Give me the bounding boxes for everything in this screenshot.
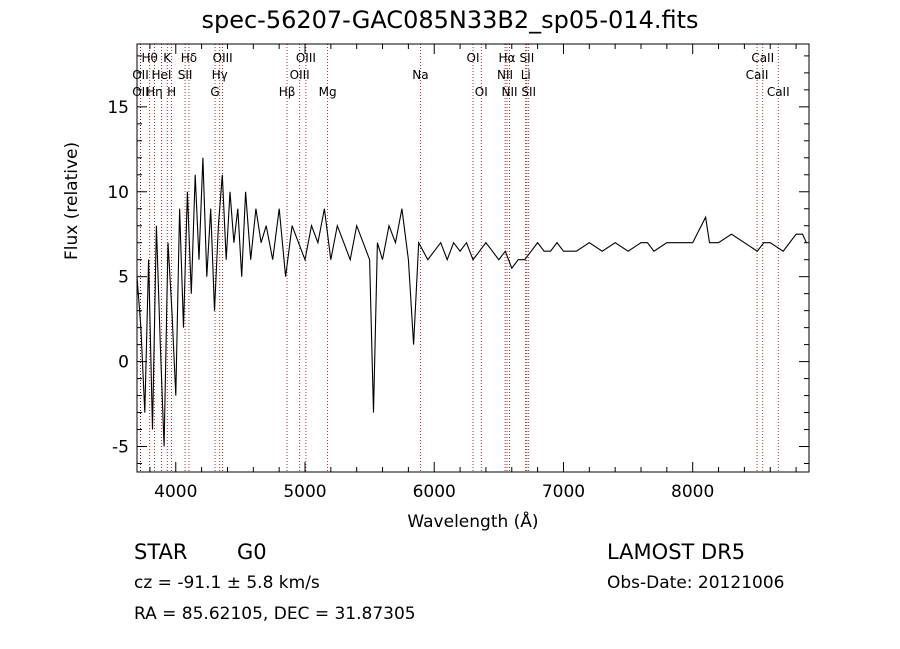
spectral-line-markers bbox=[140, 44, 779, 472]
spectral-line-label: H bbox=[167, 85, 176, 99]
spectral-line-label: OIII bbox=[213, 51, 233, 65]
spectral-line-label: Na bbox=[412, 68, 428, 82]
chart-title: spec-56207-GAC085N33B2_sp05-014.fits bbox=[201, 6, 699, 34]
spectral-line-label: Hβ bbox=[279, 85, 296, 99]
spectral-line-label: OI bbox=[467, 51, 480, 65]
spectral-line-label: SII bbox=[521, 85, 536, 99]
spectral-line-label: CaII bbox=[751, 51, 774, 65]
observation-date: Obs-Date: 20121006 bbox=[607, 573, 785, 593]
spectral-line-label: HeI bbox=[151, 68, 171, 82]
plot-frame bbox=[136, 43, 810, 473]
spectral-line-label: OI bbox=[475, 85, 488, 99]
y-tick-label: -5 bbox=[112, 438, 129, 458]
spectral-line-label: NII bbox=[502, 85, 518, 99]
x-tick-label: 6000 bbox=[413, 482, 456, 502]
x-tick-label: 4000 bbox=[154, 482, 197, 502]
x-axis: 4000 5000 6000 7000 8000 bbox=[149, 44, 797, 502]
spectral-line-label: NII bbox=[497, 68, 513, 82]
spectral-line-label: Hθ bbox=[141, 51, 157, 65]
object-subclass: G0 bbox=[237, 540, 267, 564]
spectral-line-label: OII bbox=[132, 85, 149, 99]
spectral-line-label: CaII bbox=[767, 85, 790, 99]
survey-name: LAMOST DR5 bbox=[607, 540, 746, 564]
x-tick-label: 7000 bbox=[542, 482, 585, 502]
spectral-line-label: Hα bbox=[499, 51, 516, 65]
spectral-line-label: Mg bbox=[319, 85, 337, 99]
y-tick-label: 5 bbox=[118, 268, 129, 288]
spectral-line-label: SII bbox=[178, 68, 193, 82]
y-tick-label: 10 bbox=[107, 183, 129, 203]
spectral-line-label: K bbox=[163, 51, 172, 65]
spectral-line-label: Hγ bbox=[212, 68, 228, 82]
spectral-line-label: OIII bbox=[290, 68, 310, 82]
y-axis-label: Flux (relative) bbox=[62, 141, 82, 260]
y-axis: -5 0 5 10 15 bbox=[107, 55, 809, 465]
spectral-line-label: OIII bbox=[296, 51, 316, 65]
x-axis-label: Wavelength (Å) bbox=[407, 512, 539, 532]
spectrum-line bbox=[136, 157, 807, 447]
spectral-line-label: Li bbox=[521, 68, 531, 82]
x-tick-label: 5000 bbox=[283, 482, 326, 502]
spectral-line-label: Hη bbox=[146, 85, 163, 99]
x-tick-label: 8000 bbox=[671, 482, 714, 502]
coordinates-text: RA = 85.62105, DEC = 31.87305 bbox=[134, 604, 416, 624]
spectral-line-label: OII bbox=[132, 68, 149, 82]
spectral-line-label: Hδ bbox=[181, 51, 197, 65]
spectral-line-label: CaII bbox=[746, 68, 769, 82]
y-tick-label: 15 bbox=[107, 98, 129, 118]
y-tick-label: 0 bbox=[118, 353, 129, 373]
spectral-line-label: SII bbox=[520, 51, 535, 65]
redshift-text: cz = -91.1 ± 5.8 km/s bbox=[134, 573, 320, 593]
spectral-line-label: G bbox=[210, 85, 219, 99]
object-class: STAR bbox=[134, 540, 188, 564]
spectral-line-labels: Hθ OII OII K HeI Hη H Hδ SII OIII Hγ G OIII OIII Hβ Mg N… bbox=[132, 51, 789, 99]
